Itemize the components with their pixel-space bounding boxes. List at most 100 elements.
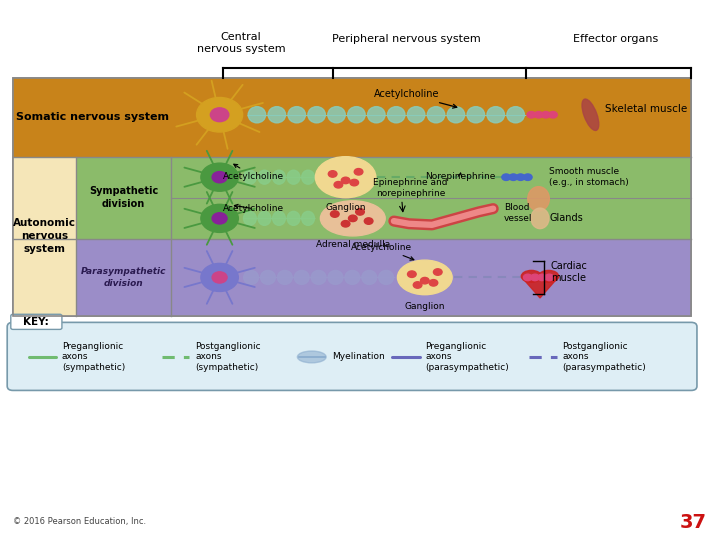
- Circle shape: [538, 274, 546, 281]
- Circle shape: [350, 179, 359, 186]
- Ellipse shape: [328, 106, 346, 123]
- Text: Postganglionic
axons
(sympathetic): Postganglionic axons (sympathetic): [195, 342, 261, 372]
- Ellipse shape: [507, 106, 524, 123]
- Circle shape: [433, 269, 442, 275]
- Ellipse shape: [328, 271, 343, 285]
- Bar: [13, 78, 691, 316]
- Circle shape: [330, 211, 339, 217]
- Text: Parasympathetic
division: Parasympathetic division: [81, 267, 166, 288]
- Text: Central
nervous system: Central nervous system: [197, 32, 286, 54]
- Bar: [13, 78, 691, 316]
- Circle shape: [534, 111, 543, 118]
- Text: Preganglionic
axons
(parasympathetic): Preganglionic axons (parasympathetic): [426, 342, 509, 372]
- Text: Epinephrine and
norepinephrine: Epinephrine and norepinephrine: [373, 178, 448, 198]
- Text: Acetylcholine: Acetylcholine: [374, 89, 456, 108]
- Ellipse shape: [302, 170, 315, 184]
- Circle shape: [509, 174, 518, 180]
- Circle shape: [523, 174, 532, 180]
- Ellipse shape: [273, 211, 285, 225]
- Ellipse shape: [387, 106, 405, 123]
- Ellipse shape: [243, 170, 256, 184]
- Ellipse shape: [287, 170, 300, 184]
- Ellipse shape: [258, 170, 271, 184]
- Circle shape: [549, 111, 557, 118]
- Ellipse shape: [582, 99, 599, 131]
- Polygon shape: [522, 278, 558, 298]
- Bar: [76, 157, 171, 239]
- Ellipse shape: [368, 106, 385, 123]
- Text: Autonomic
nervous
system: Autonomic nervous system: [13, 218, 76, 254]
- Circle shape: [201, 163, 238, 191]
- Text: 37: 37: [680, 513, 707, 532]
- Text: Acetylcholine: Acetylcholine: [223, 164, 284, 181]
- Bar: [13, 78, 691, 157]
- Circle shape: [545, 274, 554, 281]
- Ellipse shape: [287, 211, 300, 225]
- Ellipse shape: [528, 187, 549, 211]
- Circle shape: [341, 220, 350, 227]
- Ellipse shape: [243, 271, 258, 285]
- Text: Acetylcholine: Acetylcholine: [351, 243, 414, 260]
- Text: Sympathetic
division: Sympathetic division: [89, 186, 158, 210]
- Circle shape: [201, 264, 238, 292]
- Text: Adrenal medulla: Adrenal medulla: [315, 240, 390, 249]
- Circle shape: [348, 215, 357, 221]
- Text: Smooth muscle
(e.g., in stomach): Smooth muscle (e.g., in stomach): [549, 167, 629, 187]
- Ellipse shape: [408, 106, 425, 123]
- Ellipse shape: [320, 201, 385, 236]
- Ellipse shape: [487, 106, 505, 123]
- Ellipse shape: [345, 271, 360, 285]
- Ellipse shape: [302, 211, 315, 225]
- Circle shape: [334, 181, 343, 188]
- Text: Blood
vessel: Blood vessel: [504, 203, 533, 222]
- Circle shape: [328, 171, 337, 177]
- Circle shape: [502, 174, 510, 180]
- Text: Somatic nervous system: Somatic nervous system: [16, 112, 168, 123]
- Ellipse shape: [539, 271, 559, 282]
- Circle shape: [356, 208, 364, 215]
- Circle shape: [201, 204, 238, 232]
- Ellipse shape: [447, 106, 464, 123]
- Ellipse shape: [294, 271, 309, 285]
- Text: Ganglion: Ganglion: [405, 302, 445, 310]
- Text: Acetylcholine: Acetylcholine: [223, 204, 284, 213]
- Ellipse shape: [348, 106, 365, 123]
- Circle shape: [364, 218, 373, 224]
- Text: Cardiac
muscle: Cardiac muscle: [551, 261, 588, 283]
- Circle shape: [413, 282, 422, 288]
- Text: Glands: Glands: [549, 213, 583, 224]
- Circle shape: [212, 213, 227, 224]
- FancyBboxPatch shape: [7, 322, 697, 390]
- Text: Ganglion: Ganglion: [325, 203, 366, 212]
- Ellipse shape: [308, 106, 325, 123]
- Ellipse shape: [362, 271, 377, 285]
- Text: Peripheral nervous system: Peripheral nervous system: [333, 34, 481, 44]
- Circle shape: [420, 278, 429, 284]
- Ellipse shape: [258, 211, 271, 225]
- Text: Skeletal muscle: Skeletal muscle: [605, 104, 687, 114]
- Ellipse shape: [427, 106, 445, 123]
- Ellipse shape: [288, 106, 305, 123]
- Ellipse shape: [273, 170, 285, 184]
- Ellipse shape: [277, 271, 292, 285]
- Circle shape: [429, 280, 438, 286]
- Ellipse shape: [397, 260, 452, 295]
- Text: © 2016 Pearson Education, Inc.: © 2016 Pearson Education, Inc.: [13, 517, 146, 525]
- Text: Myelination: Myelination: [332, 353, 384, 361]
- Circle shape: [408, 271, 416, 278]
- Text: Norepinephrine: Norepinephrine: [425, 172, 495, 181]
- Bar: [13, 157, 76, 316]
- Ellipse shape: [297, 351, 326, 363]
- Ellipse shape: [521, 271, 541, 282]
- Bar: [76, 239, 171, 316]
- Text: KEY:: KEY:: [23, 318, 49, 327]
- Circle shape: [210, 108, 229, 122]
- Ellipse shape: [379, 271, 394, 285]
- Ellipse shape: [531, 208, 549, 228]
- Circle shape: [527, 111, 536, 118]
- Text: Postganglionic
axons
(parasympathetic): Postganglionic axons (parasympathetic): [562, 342, 646, 372]
- Circle shape: [197, 97, 243, 132]
- Ellipse shape: [248, 106, 266, 123]
- Ellipse shape: [311, 271, 326, 285]
- Ellipse shape: [467, 106, 485, 123]
